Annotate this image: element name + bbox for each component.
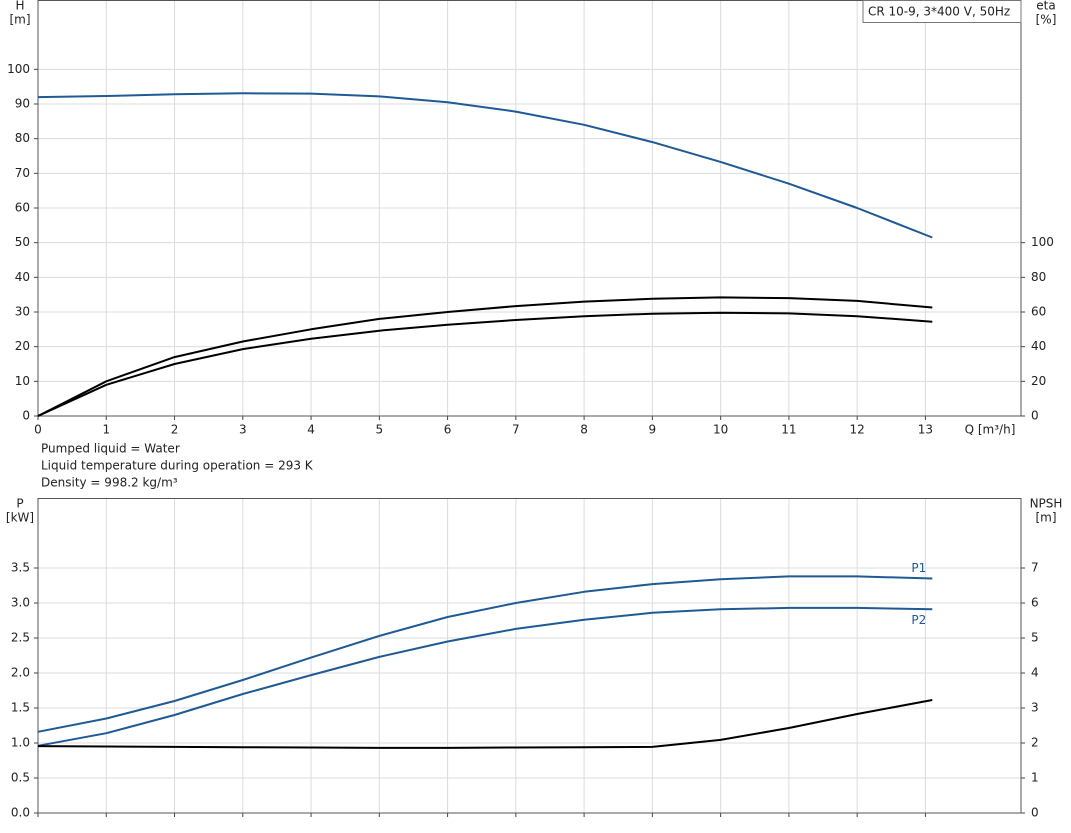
x-tick-label: 13 <box>918 423 933 437</box>
y-tick-label: 100 <box>7 62 30 76</box>
y2-axis-label: eta <box>1036 0 1055 13</box>
y2-axis-label: NPSH <box>1030 497 1063 511</box>
y-tick-label: 20 <box>15 339 30 353</box>
y-tick-label: 1.5 <box>11 701 30 715</box>
y-tick-label: 0.0 <box>11 806 30 820</box>
x-tick-label: 10 <box>713 423 728 437</box>
y2-tick-label: 80 <box>1031 270 1046 284</box>
y2-tick-label: 20 <box>1031 374 1046 388</box>
y-axis-label: P <box>16 497 23 511</box>
y2-tick-label: 2 <box>1031 736 1039 750</box>
y-tick-label: 30 <box>15 305 30 319</box>
x-tick-label: 3 <box>239 423 247 437</box>
y2-tick-label: 7 <box>1031 561 1039 575</box>
y2-tick-label: 0 <box>1031 409 1039 423</box>
x-tick-label: 5 <box>375 423 383 437</box>
x-tick-label: 1 <box>102 423 110 437</box>
note: Density = 998.2 kg/m³ <box>41 476 178 490</box>
y2-tick-label: 1 <box>1031 771 1039 785</box>
y-tick-label: 3.5 <box>11 561 30 575</box>
y-tick-label: 0.5 <box>11 771 30 785</box>
series-line <box>37 92 933 239</box>
y-tick-label: 40 <box>15 270 30 284</box>
y-axis-label: [kW] <box>6 511 34 525</box>
x-axis-label: Q [m³/h] <box>965 423 1016 437</box>
series-line <box>37 699 933 749</box>
y2-tick-label: 0 <box>1031 806 1039 820</box>
x-tick-label: 9 <box>649 423 657 437</box>
y2-tick-label: 3 <box>1031 701 1039 715</box>
y-axis-label: H <box>15 0 24 13</box>
x-tick-label: 12 <box>850 423 865 437</box>
y2-tick-label: 60 <box>1031 305 1046 319</box>
series-label: P1 <box>911 561 926 575</box>
y2-tick-label: 40 <box>1031 339 1046 353</box>
x-tick-label: 2 <box>171 423 179 437</box>
x-tick-label: 8 <box>580 423 588 437</box>
y-tick-label: 50 <box>15 235 30 249</box>
series-line <box>37 575 933 733</box>
y-tick-label: 10 <box>15 374 30 388</box>
y-tick-label: 70 <box>15 166 30 180</box>
y-tick-label: 80 <box>15 131 30 145</box>
plot-frame <box>37 0 1022 417</box>
x-tick-label: 0 <box>34 423 42 437</box>
annotation: CR 10-9, 3*400 V, 50Hz <box>868 5 1010 19</box>
y-tick-label: 0 <box>22 409 30 423</box>
series-label: P2 <box>911 613 926 627</box>
y2-tick-label: 4 <box>1031 666 1039 680</box>
y-tick-label: 60 <box>15 201 30 215</box>
y-tick-label: 2.0 <box>11 666 30 680</box>
y-tick-label: 3.0 <box>11 596 30 610</box>
series-line <box>37 311 933 417</box>
annotation-box <box>862 0 1022 23</box>
y-tick-label: 1.0 <box>11 736 30 750</box>
y-tick-label: 2.5 <box>11 631 30 645</box>
note: Pumped liquid = Water <box>41 442 180 456</box>
y-tick-label: 90 <box>15 97 30 111</box>
x-tick-label: 7 <box>512 423 520 437</box>
y2-axis-label: [m] <box>1035 511 1056 525</box>
y2-axis-label: [%] <box>1036 13 1057 27</box>
y2-tick-label: 100 <box>1031 235 1054 249</box>
plot-frame <box>37 498 1022 814</box>
series-line <box>37 296 933 417</box>
y-axis-label: [m] <box>9 13 30 27</box>
note: Liquid temperature during operation = 29… <box>41 459 314 473</box>
y2-tick-label: 6 <box>1031 596 1039 610</box>
x-tick-label: 4 <box>307 423 315 437</box>
x-tick-label: 11 <box>781 423 796 437</box>
y2-tick-label: 5 <box>1031 631 1039 645</box>
x-tick-label: 6 <box>444 423 452 437</box>
series-line <box>37 606 933 747</box>
